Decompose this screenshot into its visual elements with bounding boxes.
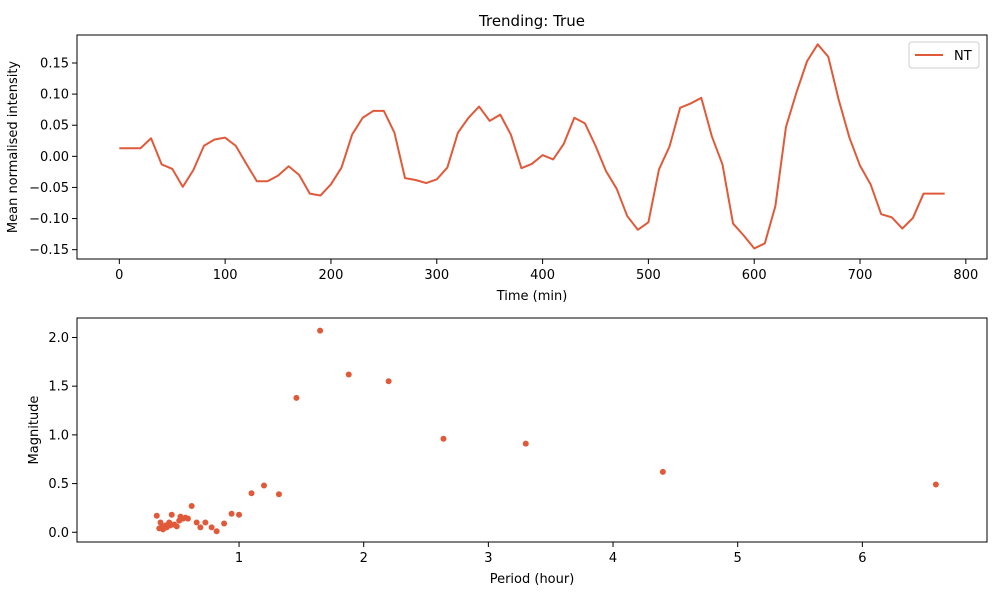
series-group <box>119 43 945 250</box>
plot-frame <box>76 317 988 543</box>
scatter-point <box>221 520 228 527</box>
scatter-point <box>168 511 175 518</box>
y-tick-label: 1.0 <box>48 428 69 443</box>
line-chart: Trending: True 0 100 200 300 400 500 600 700 800… <box>6 12 988 304</box>
x-tick-label: 400 <box>530 268 555 283</box>
x-tick-label: 3 <box>484 551 492 566</box>
scatter-point <box>932 481 939 488</box>
legend-box <box>908 41 980 69</box>
y-tick-label: −0.10 <box>29 212 69 227</box>
series-group <box>153 327 939 535</box>
x-tick-label: 500 <box>636 268 661 283</box>
scatter-point <box>153 512 160 519</box>
tick-group: 1 2 3 4 5 6 0.0 0.5 1.0 1.5 2.0 <box>48 331 866 566</box>
scatter-point <box>275 491 282 498</box>
y-tick-label: 0.0 <box>48 526 69 541</box>
tick-group: 0 100 200 300 400 500 600 700 800 −0.15 −0.10 −0.05… <box>29 57 978 284</box>
y-tick-label: 0.10 <box>40 88 69 103</box>
scatter-point <box>659 468 666 475</box>
legend-label: NT <box>954 49 972 64</box>
scatter-point <box>248 490 255 497</box>
scatter-point <box>208 524 215 531</box>
scatter-point <box>522 440 529 447</box>
scatter-point <box>157 519 164 526</box>
scatter-point <box>202 519 209 526</box>
scatter-point <box>188 502 195 509</box>
x-tick-label: 100 <box>213 268 238 283</box>
scatter-point <box>440 435 447 442</box>
y-tick-label: −0.15 <box>29 243 69 258</box>
x-axis-label: Period (hour) <box>490 572 575 587</box>
scatter-point <box>184 515 191 522</box>
y-tick-label: 0.05 <box>40 119 69 134</box>
scatter-point <box>260 482 267 489</box>
scatter-point <box>228 510 235 517</box>
y-axis-label: Magnitude <box>27 396 42 465</box>
x-tick-label: 300 <box>424 268 449 283</box>
scatter-chart: 1 2 3 4 5 6 0.0 0.5 1.0 1.5 2.0 Period (hour) Magn… <box>27 317 988 587</box>
scatter-point <box>193 519 200 526</box>
x-tick-label: 700 <box>848 268 873 283</box>
x-tick-label: 4 <box>609 551 617 566</box>
chart-title: Trending: True <box>478 12 585 30</box>
scatter-point <box>293 394 300 401</box>
scatter-point <box>197 524 204 531</box>
x-tick-label: 6 <box>858 551 866 566</box>
scatter-point <box>317 327 324 334</box>
legend: NT <box>908 41 980 69</box>
x-tick-label: 600 <box>742 268 767 283</box>
y-tick-label: 2.0 <box>48 331 69 346</box>
series-line-nt <box>119 43 945 250</box>
x-axis-label: Time (min) <box>496 289 568 304</box>
x-tick-label: 5 <box>734 551 742 566</box>
y-tick-label: 0.00 <box>40 150 69 165</box>
y-tick-label: 0.5 <box>48 477 69 492</box>
y-tick-label: 0.15 <box>40 57 69 72</box>
scatter-point <box>345 371 352 378</box>
plot-frame <box>76 34 988 260</box>
x-tick-label: 2 <box>360 551 368 566</box>
scatter-point <box>213 528 220 535</box>
scatter-point <box>173 523 180 530</box>
y-tick-label: 1.5 <box>48 380 69 395</box>
scatter-point <box>385 378 392 385</box>
y-axis-label: Mean normalised intensity <box>6 61 21 234</box>
x-tick-label: 200 <box>319 268 344 283</box>
y-tick-label: −0.05 <box>29 181 69 196</box>
scatter-point <box>236 511 243 518</box>
x-tick-label: 0 <box>115 268 123 283</box>
x-tick-label: 1 <box>235 551 243 566</box>
x-tick-label: 800 <box>953 268 978 283</box>
